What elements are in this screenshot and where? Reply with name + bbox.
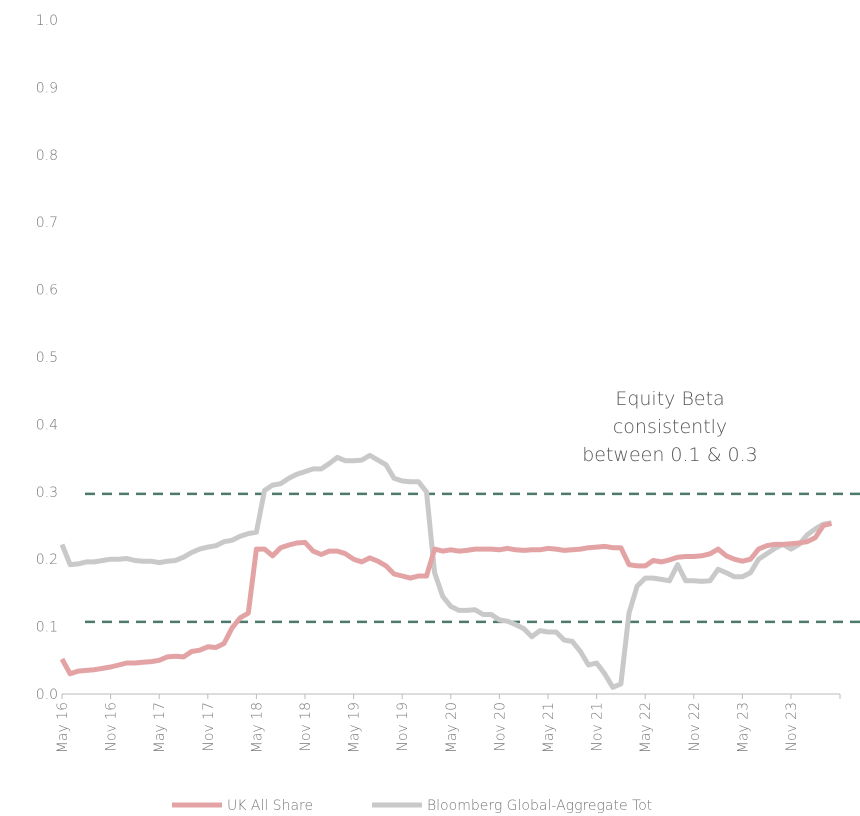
y-tick-label: 0.7: [36, 215, 58, 231]
x-tick-label: May 16: [55, 702, 71, 753]
series-line: [59, 521, 833, 677]
x-tick-label: May 22: [638, 702, 654, 753]
x-tick-label: May 17: [152, 702, 168, 753]
x-tick-label: Nov 17: [201, 702, 217, 752]
y-tick-label: 0.5: [36, 350, 58, 366]
x-tick-label: Nov 21: [590, 702, 606, 752]
x-tick-label: May 19: [347, 702, 363, 753]
x-tick-label: Nov 22: [687, 702, 703, 752]
legend-label: UK All Share: [227, 798, 313, 814]
y-tick-label: 0.8: [36, 148, 58, 164]
annotation: consistently: [613, 416, 727, 438]
annotation: between 0.1 & 0.3: [582, 444, 758, 466]
x-tick-label: Nov 18: [298, 702, 314, 752]
y-tick-label: 0.6: [36, 283, 58, 299]
series-line: [59, 452, 832, 690]
y-tick-label: 0.4: [36, 417, 58, 433]
x-tick-label: May 20: [444, 702, 460, 753]
x-tick-label: May 21: [541, 702, 557, 753]
y-tick-label: 0.0: [36, 687, 58, 703]
y-tick-label: 0.1: [36, 620, 58, 636]
annotation: Equity Beta: [615, 388, 724, 410]
y-tick-label: 0.2: [36, 552, 58, 568]
x-tick-label: Nov 20: [492, 702, 508, 752]
x-tick-label: Nov 16: [104, 702, 120, 752]
y-tick-label: 1.0: [36, 13, 58, 29]
y-tick-label: 0.9: [36, 80, 58, 96]
legend-label: Bloomberg Global-Aggregate Tot: [427, 798, 652, 814]
x-tick-label: Nov 23: [784, 702, 800, 752]
x-tick-label: May 23: [735, 702, 751, 753]
x-tick-label: Nov 19: [395, 702, 411, 752]
y-tick-label: 0.3: [36, 485, 58, 501]
x-tick-label: May 18: [249, 702, 265, 753]
